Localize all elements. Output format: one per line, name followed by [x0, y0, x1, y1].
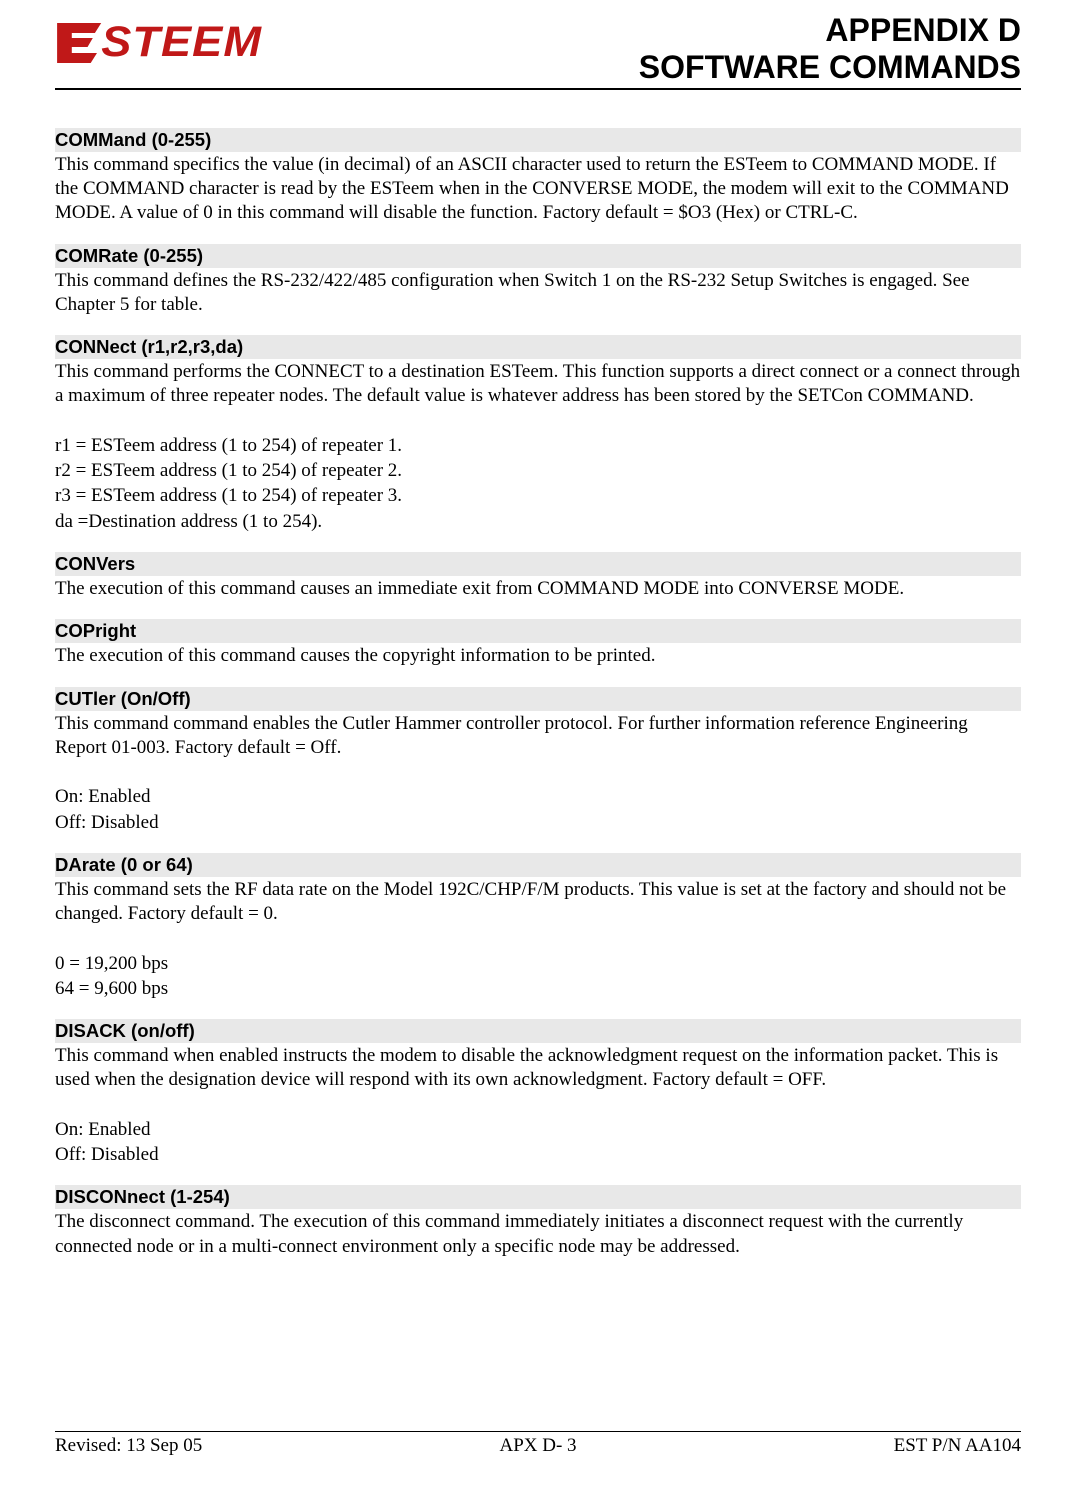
- body-text: Off: Disabled: [55, 1143, 1021, 1167]
- page-header: STEEM APPENDIX D SOFTWARE COMMANDS: [55, 0, 1021, 90]
- appendix-title: APPENDIX D SOFTWARE COMMANDS: [639, 8, 1021, 86]
- section-title: COPright: [55, 619, 1021, 643]
- footer-right: EST P/N AA104: [894, 1435, 1021, 1457]
- section-title: DArate (0 or 64): [55, 853, 1021, 877]
- body-text: The execution of this command causes the…: [55, 644, 1021, 668]
- spacer: [55, 409, 1021, 433]
- body-text: Off: Disabled: [55, 811, 1021, 835]
- body-text: On: Enabled: [55, 785, 1021, 809]
- spacer: [55, 1093, 1021, 1117]
- body-text: r3 = ESTeem address (1 to 254) of repeat…: [55, 484, 1021, 508]
- body-text: This command defines the RS-232/422/485 …: [55, 269, 1021, 318]
- logo: STEEM: [55, 8, 252, 67]
- body-text: This command sets the RF data rate on th…: [55, 878, 1021, 927]
- section-title: CONNect (r1,r2,r3,da): [55, 335, 1021, 359]
- title-line-1: APPENDIX D: [639, 12, 1021, 49]
- body-text: da =Destination address (1 to 254).: [55, 510, 1021, 534]
- body-text: This command specifics the value (in dec…: [55, 153, 1021, 226]
- body-text: 0 = 19,200 bps: [55, 952, 1021, 976]
- body-text: The execution of this command causes an …: [55, 577, 1021, 601]
- footer-left: Revised: 13 Sep 05: [55, 1435, 202, 1457]
- spacer: [55, 760, 1021, 784]
- footer-center: APX D- 3: [499, 1435, 576, 1457]
- body-text: On: Enabled: [55, 1118, 1021, 1142]
- body-text: r1 = ESTeem address (1 to 254) of repeat…: [55, 434, 1021, 458]
- body-text: This command performs the CONNECT to a d…: [55, 360, 1021, 409]
- body-text: The disconnect command. The execution of…: [55, 1210, 1021, 1259]
- section-title: COMMand (0-255): [55, 128, 1021, 152]
- page-footer: Revised: 13 Sep 05 APX D- 3 EST P/N AA10…: [55, 1431, 1021, 1457]
- body-text: r2 = ESTeem address (1 to 254) of repeat…: [55, 459, 1021, 483]
- body-text: This command command enables the Cutler …: [55, 712, 1021, 761]
- body-text: This command when enabled instructs the …: [55, 1044, 1021, 1093]
- logo-text: STEEM: [55, 18, 262, 67]
- section-title: CONVers: [55, 552, 1021, 576]
- sections-container: COMMand (0-255)This command specifics th…: [55, 128, 1021, 1259]
- section-title: COMRate (0-255): [55, 244, 1021, 268]
- spacer: [55, 927, 1021, 951]
- body-text: 64 = 9,600 bps: [55, 977, 1021, 1001]
- section-title: DISCONnect (1-254): [55, 1185, 1021, 1209]
- section-title: CUTler (On/Off): [55, 687, 1021, 711]
- logo-label: STEEM: [101, 18, 262, 67]
- section-title: DISACK (on/off): [55, 1019, 1021, 1043]
- title-line-2: SOFTWARE COMMANDS: [639, 49, 1021, 86]
